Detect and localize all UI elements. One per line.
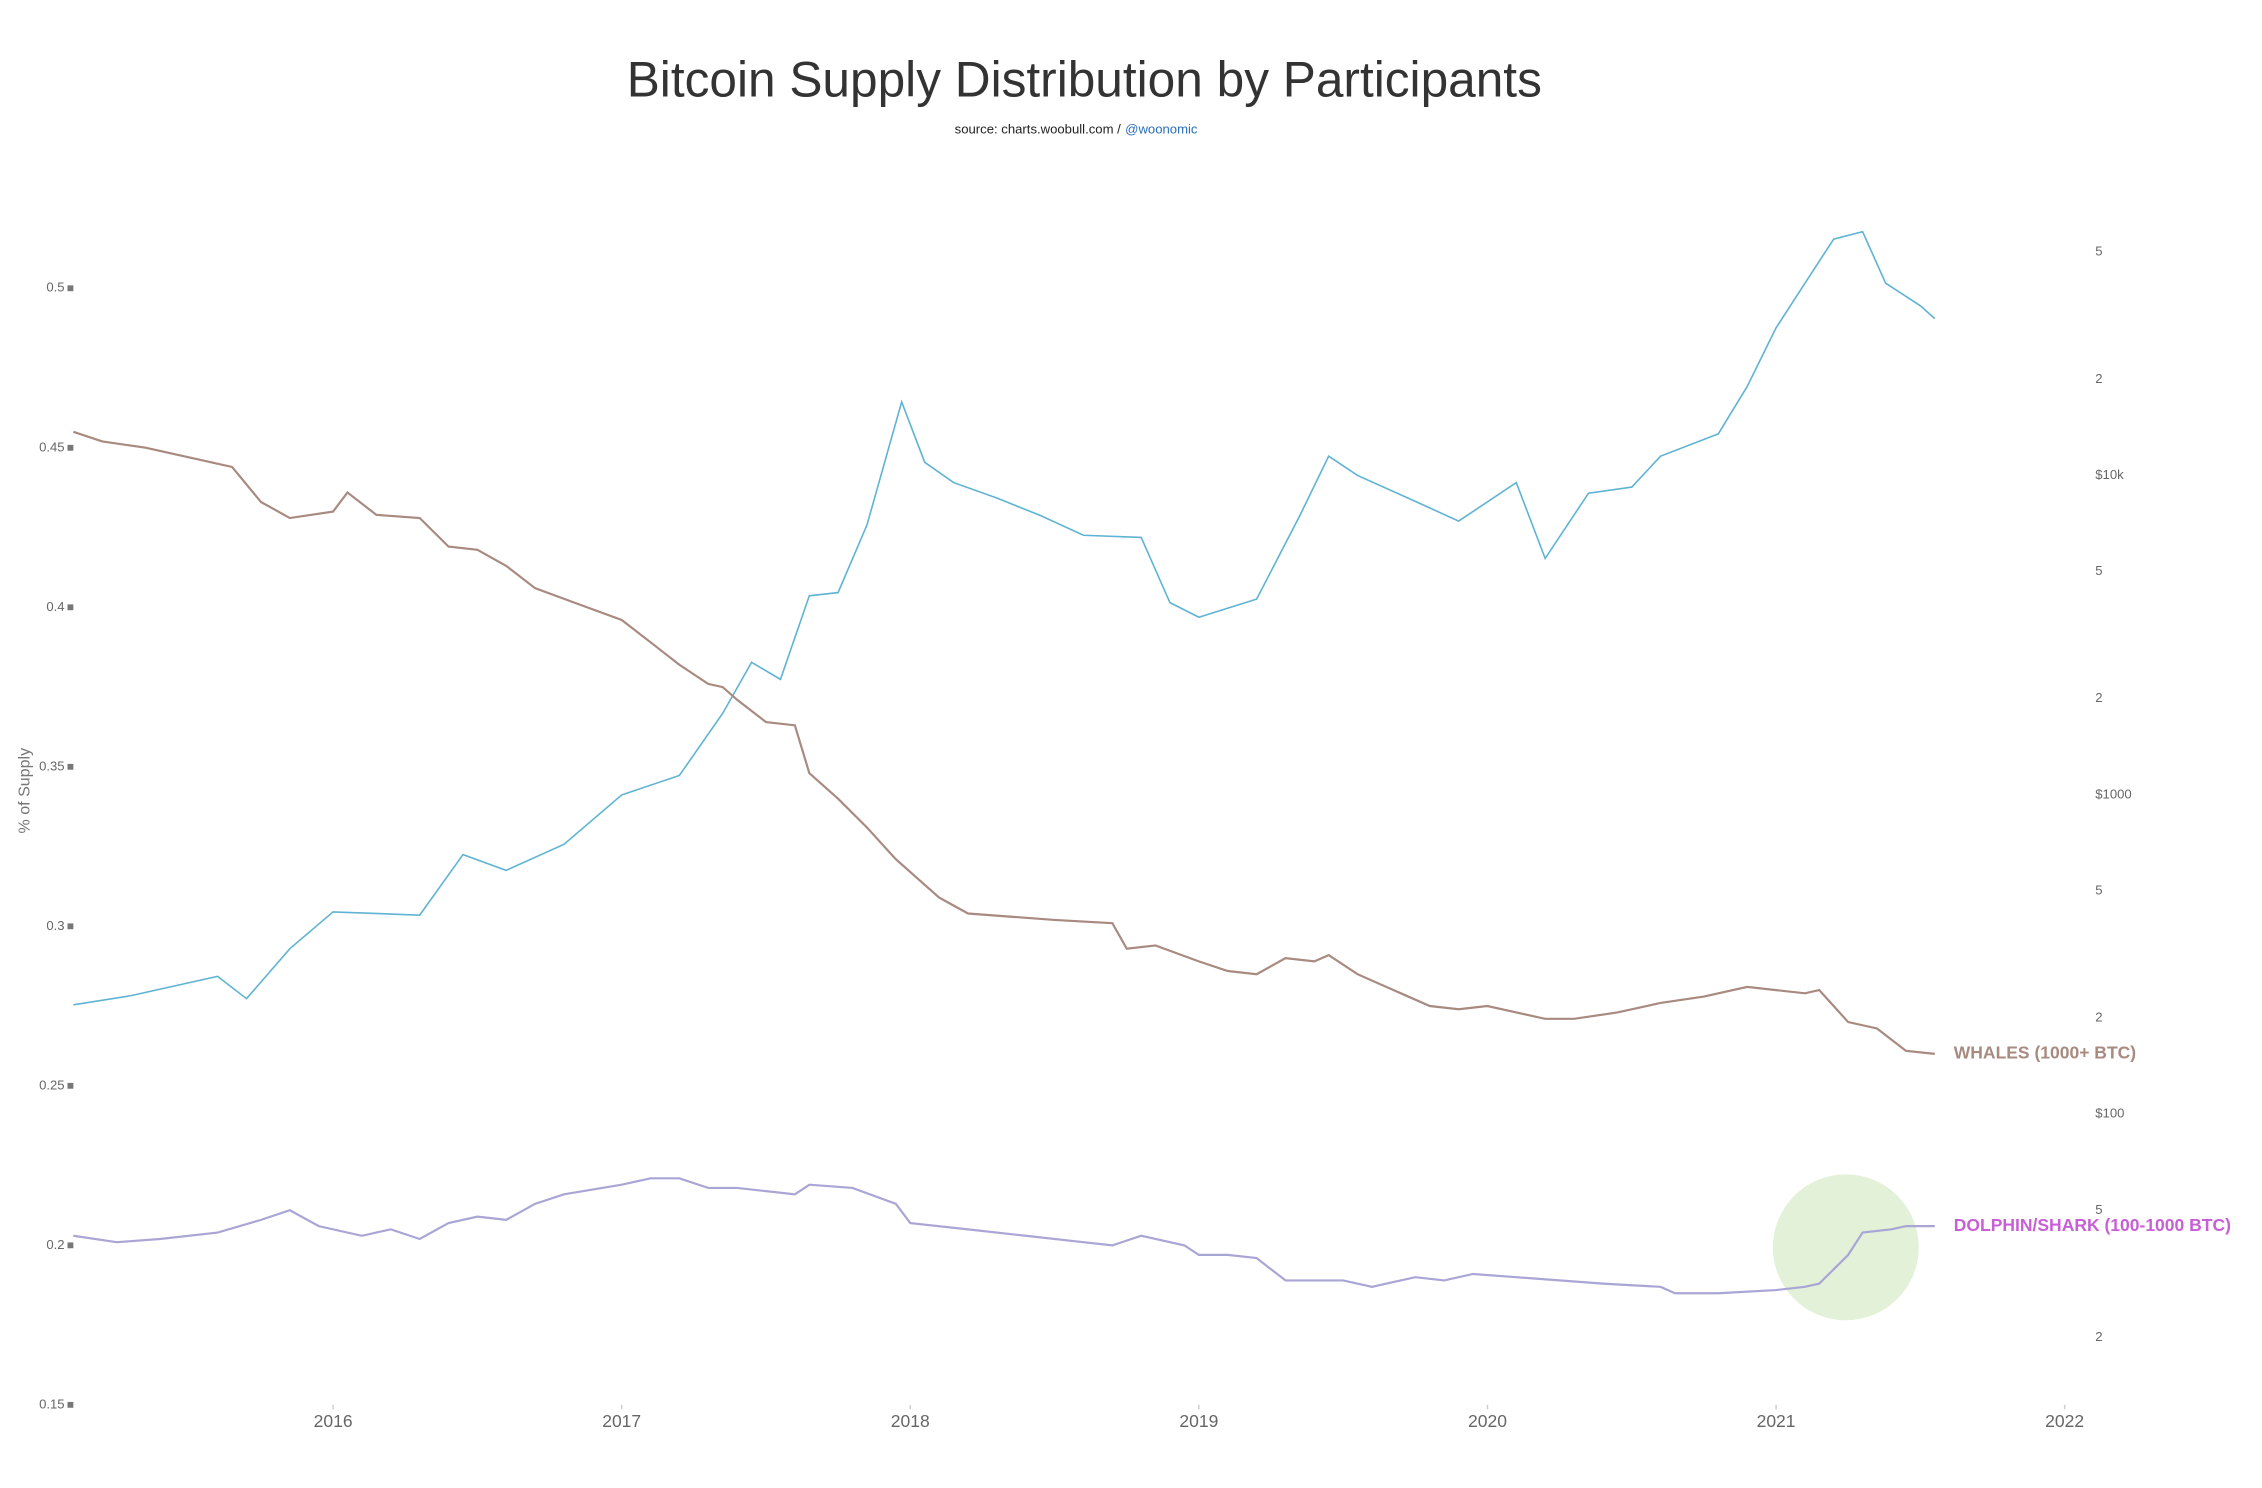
series-line: [73, 430, 1935, 1055]
y2-tick-label: 2: [2095, 1010, 2102, 1025]
x-tick-label: 2022: [2045, 1411, 2084, 1431]
subtitle-link[interactable]: @woonomic: [1125, 121, 1198, 136]
y-tick-label: 0.3: [46, 918, 64, 933]
y-tick-mark: [67, 923, 74, 930]
series-label: DOLPHIN/SHARK (100-1000 BTC): [1954, 1215, 2231, 1235]
y2-tick-label: 5: [2095, 882, 2102, 897]
series-label: WHALES (1000+ BTC): [1954, 1043, 2136, 1063]
x-tick-label: 2019: [1179, 1411, 1218, 1431]
y2-tick-label: $1000: [2095, 786, 2131, 801]
y2-tick-label: $10k: [2095, 467, 2124, 482]
x-tick-label: 2021: [1757, 1411, 1796, 1431]
y-tick-label: 0.2: [46, 1237, 64, 1252]
y-tick-mark: [67, 763, 74, 770]
y-tick-mark: [67, 1082, 74, 1089]
x-tick-label: 2016: [314, 1411, 353, 1431]
chart-subtitle: source: charts.woobull.com /: [955, 121, 1121, 136]
y2-tick-label: 2: [2095, 1329, 2102, 1344]
y2-tick-label: 5: [2095, 244, 2102, 259]
series-line: [73, 230, 1936, 1006]
y-tick-label: 0.4: [46, 599, 64, 614]
x-tick-label: 2018: [891, 1411, 930, 1431]
y-tick-mark: [67, 604, 74, 611]
y2-tick-label: $100: [2095, 1106, 2124, 1121]
y-tick-label: 0.25: [39, 1077, 65, 1092]
highlight-circle: [1772, 1174, 1919, 1321]
x-tick-label: 2020: [1468, 1411, 1507, 1431]
y2-tick-label: 2: [2095, 371, 2102, 386]
y-tick-label: 0.35: [39, 758, 65, 773]
y-tick-label: 0.15: [39, 1396, 65, 1411]
y2-tick-label: 5: [2095, 563, 2102, 578]
y-tick-mark: [67, 285, 74, 292]
y-tick-mark: [67, 1401, 74, 1408]
chart-title: Bitcoin Supply Distribution by Participa…: [627, 51, 1542, 107]
y2-tick-label: 2: [2095, 690, 2102, 705]
y-tick-mark: [67, 444, 74, 451]
y2-tick-label: 5: [2095, 1202, 2102, 1217]
series-line: [73, 1177, 1935, 1295]
y-tick-label: 0.5: [46, 280, 64, 295]
x-tick-label: 2017: [602, 1411, 641, 1431]
y-tick-label: 0.45: [39, 439, 65, 454]
y-tick-mark: [67, 1242, 74, 1249]
y-axis-label: % of Supply: [15, 748, 33, 834]
